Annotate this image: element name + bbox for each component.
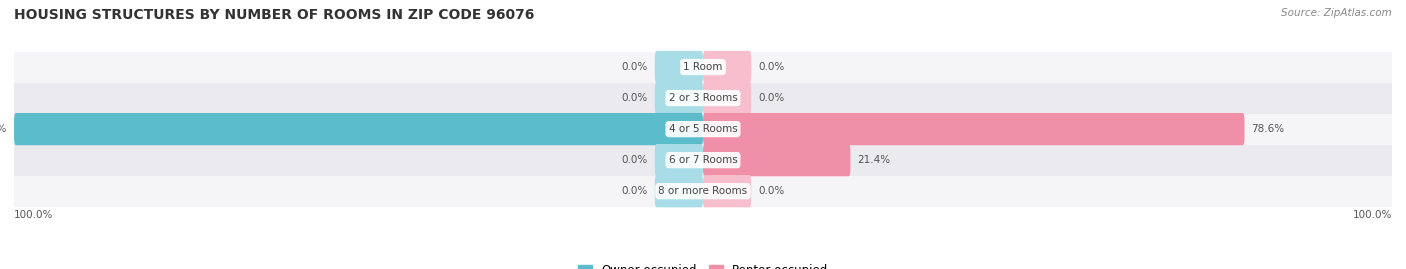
- Legend: Owner-occupied, Renter-occupied: Owner-occupied, Renter-occupied: [578, 264, 828, 269]
- Text: 2 or 3 Rooms: 2 or 3 Rooms: [669, 93, 737, 103]
- Bar: [14, 52, 1392, 83]
- Text: 0.0%: 0.0%: [621, 62, 648, 72]
- FancyBboxPatch shape: [703, 144, 851, 176]
- FancyBboxPatch shape: [14, 113, 703, 145]
- Text: Source: ZipAtlas.com: Source: ZipAtlas.com: [1281, 8, 1392, 18]
- FancyBboxPatch shape: [655, 51, 703, 83]
- Text: 0.0%: 0.0%: [758, 62, 785, 72]
- FancyBboxPatch shape: [703, 82, 751, 114]
- FancyBboxPatch shape: [703, 113, 1244, 145]
- FancyBboxPatch shape: [655, 144, 703, 176]
- Text: 0.0%: 0.0%: [758, 93, 785, 103]
- Text: 0.0%: 0.0%: [621, 155, 648, 165]
- Bar: [14, 114, 1392, 145]
- Text: 1 Room: 1 Room: [683, 62, 723, 72]
- Text: HOUSING STRUCTURES BY NUMBER OF ROOMS IN ZIP CODE 96076: HOUSING STRUCTURES BY NUMBER OF ROOMS IN…: [14, 8, 534, 22]
- FancyBboxPatch shape: [703, 175, 751, 207]
- Text: 21.4%: 21.4%: [858, 155, 890, 165]
- Text: 0.0%: 0.0%: [758, 186, 785, 196]
- Text: 8 or more Rooms: 8 or more Rooms: [658, 186, 748, 196]
- Bar: [14, 176, 1392, 207]
- Text: 78.6%: 78.6%: [1251, 124, 1285, 134]
- Bar: [14, 83, 1392, 114]
- Text: 100.0%: 100.0%: [14, 210, 53, 220]
- FancyBboxPatch shape: [655, 175, 703, 207]
- FancyBboxPatch shape: [703, 51, 751, 83]
- Text: 4 or 5 Rooms: 4 or 5 Rooms: [669, 124, 737, 134]
- Text: 0.0%: 0.0%: [621, 186, 648, 196]
- Text: 100.0%: 100.0%: [0, 124, 7, 134]
- Text: 100.0%: 100.0%: [1353, 210, 1392, 220]
- FancyBboxPatch shape: [655, 82, 703, 114]
- Bar: [14, 145, 1392, 176]
- Text: 0.0%: 0.0%: [621, 93, 648, 103]
- Text: 6 or 7 Rooms: 6 or 7 Rooms: [669, 155, 737, 165]
